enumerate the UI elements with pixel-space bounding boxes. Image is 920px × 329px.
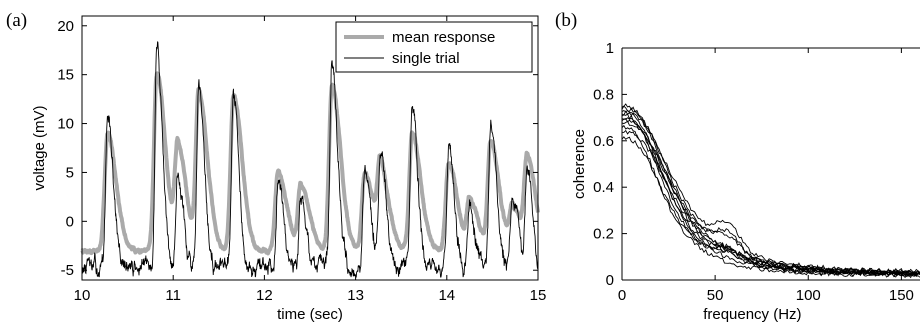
panel-b-x-axis-label: frequency (Hz) bbox=[703, 306, 801, 323]
x-tick-label: 13 bbox=[347, 287, 364, 304]
x-tick-label: 50 bbox=[707, 287, 724, 304]
y-tick-label: 10 bbox=[57, 116, 74, 133]
series-single-trial bbox=[81, 41, 539, 278]
legend-label-single-trial: single trial bbox=[392, 50, 460, 67]
panel-a-ticks: 10 11 12 13 14 15 -5 0 5 10 15 20 bbox=[57, 16, 546, 304]
y-tick-label: 0.6 bbox=[593, 133, 614, 150]
panel-a: (a) 10 11 12 13 14 15 -5 0 5 10 15 20 time (sec) vo… bbox=[6, 10, 546, 323]
panel-a-y-axis-label: voltage (mV) bbox=[31, 105, 48, 190]
y-tick-label: 15 bbox=[57, 67, 74, 84]
panel-a-label: (a) bbox=[6, 10, 27, 31]
x-tick-label: 0 bbox=[618, 287, 626, 304]
coherence-curve bbox=[621, 109, 920, 278]
coherence-curve bbox=[621, 136, 920, 276]
panel-b-ticks: 0 50 100 150 0 0.2 0.4 0.6 0.8 1 bbox=[593, 40, 920, 304]
y-tick-label: 0 bbox=[66, 213, 74, 230]
y-tick-label: 0.2 bbox=[593, 226, 614, 243]
x-tick-label: 150 bbox=[889, 287, 914, 304]
legend-box bbox=[335, 21, 533, 73]
panel-b-y-axis-label: coherence bbox=[571, 129, 588, 199]
legend-label-mean-response: mean response bbox=[392, 29, 495, 46]
coherence-curve bbox=[621, 117, 920, 274]
y-tick-label: 0.4 bbox=[593, 179, 614, 196]
y-tick-label: 1 bbox=[606, 40, 614, 57]
x-tick-label: 10 bbox=[74, 287, 91, 304]
y-tick-label: 0.8 bbox=[593, 86, 614, 103]
x-tick-label: 12 bbox=[256, 287, 273, 304]
coherence-curve bbox=[621, 105, 920, 276]
panel-a-frame bbox=[81, 15, 539, 281]
x-tick-label: 11 bbox=[165, 287, 181, 304]
y-tick-label: 20 bbox=[57, 18, 74, 35]
series-mean-response bbox=[80, 71, 540, 256]
x-tick-label: 100 bbox=[796, 287, 821, 304]
coherence-curve bbox=[621, 113, 920, 277]
y-tick-label: 0 bbox=[606, 272, 614, 289]
coherence-curve bbox=[621, 124, 920, 279]
panel-a-legend: mean response single trial bbox=[335, 21, 533, 73]
x-tick-label: 15 bbox=[530, 287, 547, 304]
panel-a-x-axis-label: time (sec) bbox=[277, 306, 343, 323]
panel-a-series bbox=[80, 41, 540, 278]
coherence-curve bbox=[621, 118, 920, 277]
panel-b: (b) 0 50 100 150 0 0.2 0.4 0.6 0.8 1 frequency (H… bbox=[555, 10, 920, 323]
x-tick-label: 14 bbox=[438, 287, 455, 304]
panel-b-series bbox=[621, 103, 920, 279]
panel-b-label: (b) bbox=[555, 10, 577, 31]
coherence-curve bbox=[621, 129, 920, 276]
y-tick-label: 5 bbox=[66, 164, 74, 181]
y-tick-label: -5 bbox=[61, 262, 74, 279]
coherence-curve bbox=[621, 110, 920, 274]
